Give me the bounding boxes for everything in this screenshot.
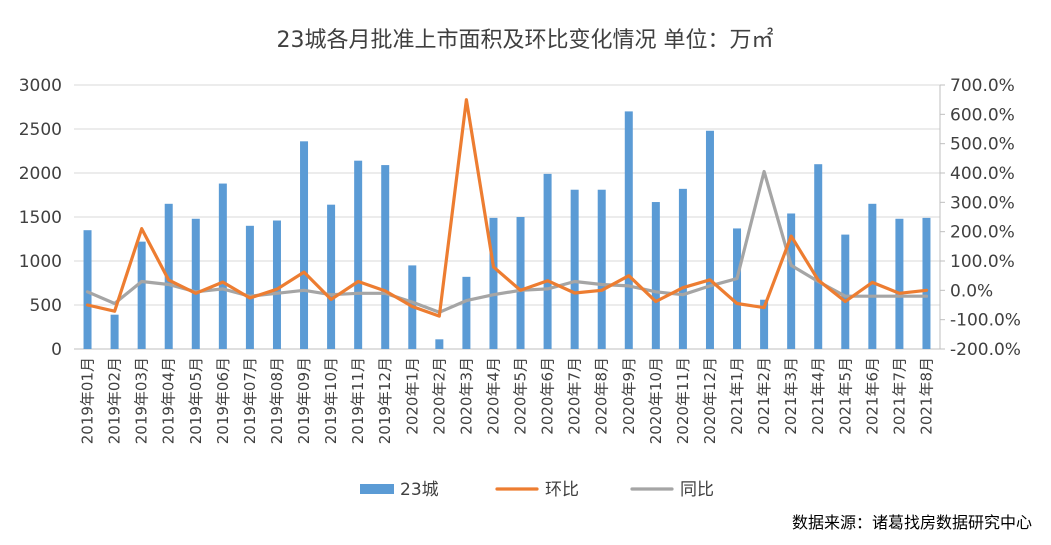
bar bbox=[462, 276, 471, 349]
x-tick-label: 2020年3月 bbox=[457, 357, 475, 435]
bar bbox=[83, 230, 92, 349]
right-axis: -200.0% -100.0% 0.0% 100.0% 200.0% 300.0% 400.… bbox=[940, 76, 1021, 360]
x-tick-label: 2021年4月 bbox=[809, 357, 827, 435]
line-mom bbox=[85, 98, 929, 318]
x-tick-label: 2020年10月 bbox=[647, 357, 665, 444]
bar bbox=[570, 189, 579, 349]
x-tick-label: 2021年7月 bbox=[890, 357, 908, 435]
right-tick-label: 400.0% bbox=[950, 164, 1015, 184]
source-note: 数据来源：诸葛找房数据研究中心 bbox=[792, 513, 1032, 532]
right-tick-label: -100.0% bbox=[950, 311, 1021, 331]
left-tick-label: 3000 bbox=[19, 76, 62, 96]
x-tick-label: 2020年12月 bbox=[701, 357, 719, 444]
x-tick-label: 2019年01月 bbox=[79, 357, 97, 444]
bar bbox=[624, 111, 633, 350]
chart-title: 23城各月批准上市面积及环比变化情况 单位：万㎡ bbox=[277, 27, 774, 53]
right-tick-label: 600.0% bbox=[950, 105, 1015, 125]
x-tick-label: 2020年4月 bbox=[484, 357, 502, 435]
x-tick-label: 2019年08月 bbox=[268, 357, 286, 444]
bar bbox=[489, 217, 498, 349]
right-tick-label: 200.0% bbox=[950, 223, 1015, 243]
legend-label: 同比 bbox=[680, 480, 714, 500]
left-tick-label: 0 bbox=[51, 340, 62, 360]
right-tick-label: -200.0% bbox=[950, 340, 1021, 360]
x-axis: 2019年01月 2019年02月 2019年03月 2019年04月 2019年05月… bbox=[79, 357, 936, 444]
bar bbox=[435, 339, 444, 349]
legend-label: 23城 bbox=[400, 480, 439, 500]
legend-swatch bbox=[360, 484, 394, 494]
left-tick-label: 500 bbox=[30, 296, 62, 316]
x-tick-label: 2020年11月 bbox=[674, 357, 692, 444]
right-tick-label: 700.0% bbox=[950, 76, 1015, 96]
x-tick-label: 2020年1月 bbox=[403, 357, 421, 435]
x-tick-label: 2019年02月 bbox=[106, 357, 124, 444]
left-tick-label: 1500 bbox=[19, 208, 62, 228]
x-tick-label: 2021年8月 bbox=[917, 357, 935, 435]
x-tick-label: 2019年04月 bbox=[160, 357, 178, 444]
bar bbox=[841, 234, 850, 349]
bar-series-23cheng bbox=[83, 111, 931, 350]
right-tick-label: 500.0% bbox=[950, 135, 1015, 155]
x-tick-label: 2020年7月 bbox=[566, 357, 584, 435]
legend-label: 环比 bbox=[545, 480, 579, 500]
x-tick-label: 2019年12月 bbox=[376, 357, 394, 444]
bar bbox=[164, 203, 173, 349]
right-tick-label: 0.0% bbox=[950, 281, 993, 301]
left-axis: 0 500 1000 1500 2000 2500 3000 bbox=[19, 76, 62, 360]
bar bbox=[678, 188, 687, 349]
left-tick-label: 1000 bbox=[19, 252, 62, 272]
right-tick-label: 300.0% bbox=[950, 193, 1015, 213]
bar bbox=[381, 165, 390, 349]
x-tick-label: 2019年09月 bbox=[295, 357, 313, 444]
bar bbox=[895, 218, 904, 349]
bar bbox=[110, 314, 119, 349]
bar bbox=[922, 217, 931, 349]
x-tick-label: 2021年1月 bbox=[728, 357, 746, 435]
legend: 23城 环比 同比 bbox=[360, 480, 714, 500]
bar bbox=[218, 183, 227, 349]
line-series bbox=[85, 98, 929, 318]
gridlines bbox=[74, 84, 941, 350]
x-tick-label: 2021年3月 bbox=[782, 357, 800, 435]
bar bbox=[137, 241, 146, 349]
x-tick-label: 2020年6月 bbox=[539, 357, 557, 435]
x-tick-label: 2019年07月 bbox=[241, 357, 259, 444]
right-tick-label: 100.0% bbox=[950, 252, 1015, 272]
x-tick-label: 2021年6月 bbox=[863, 357, 881, 435]
bar bbox=[300, 141, 309, 349]
bar bbox=[787, 213, 796, 349]
bar bbox=[272, 220, 281, 349]
x-tick-label: 2021年2月 bbox=[755, 357, 773, 435]
bar bbox=[354, 160, 363, 349]
bar bbox=[191, 218, 200, 349]
x-tick-label: 2019年05月 bbox=[187, 357, 205, 444]
x-tick-label: 2019年11月 bbox=[349, 357, 367, 444]
x-tick-label: 2019年06月 bbox=[214, 357, 232, 444]
left-tick-label: 2500 bbox=[19, 120, 62, 140]
bar bbox=[705, 130, 714, 349]
x-tick-label: 2019年10月 bbox=[322, 357, 340, 444]
bar bbox=[760, 299, 769, 349]
x-tick-label: 2021年5月 bbox=[836, 357, 854, 435]
bar bbox=[814, 164, 823, 349]
x-tick-label: 2020年9月 bbox=[620, 357, 638, 435]
left-tick-label: 2000 bbox=[19, 164, 62, 184]
bar bbox=[245, 225, 254, 349]
bar bbox=[516, 217, 525, 349]
bar bbox=[543, 173, 552, 349]
x-tick-label: 2019年03月 bbox=[133, 357, 151, 444]
bar bbox=[327, 204, 336, 349]
bar bbox=[868, 203, 877, 349]
x-tick-label: 2020年2月 bbox=[430, 357, 448, 435]
bar bbox=[597, 189, 606, 349]
line-yoy bbox=[85, 169, 929, 314]
bar bbox=[651, 202, 660, 349]
x-tick-label: 2020年5月 bbox=[512, 357, 530, 435]
x-tick-label: 2020年8月 bbox=[593, 357, 611, 435]
bar bbox=[733, 228, 742, 349]
